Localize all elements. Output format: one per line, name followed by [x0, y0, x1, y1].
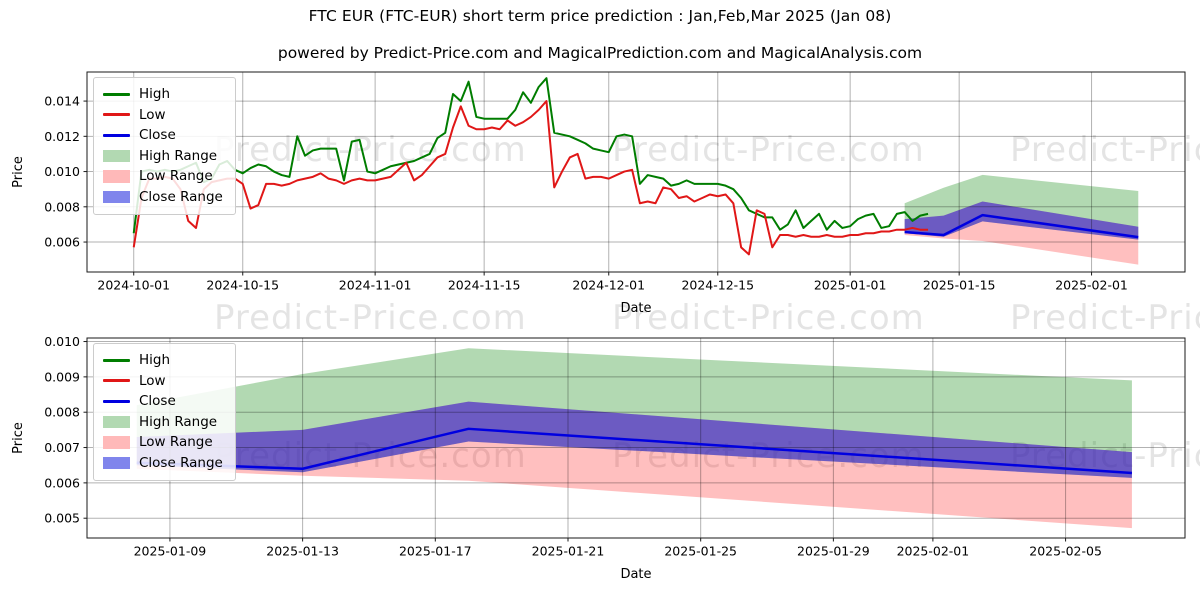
legend-line-swatch — [103, 358, 130, 362]
watermark-text: Predict-Price.com — [214, 298, 527, 338]
legend-patch-swatch — [103, 456, 130, 469]
legend-item-high: High — [103, 84, 223, 105]
legend-item-label: High — [139, 86, 171, 103]
x-axis-label: Date — [620, 567, 651, 582]
history-lines — [132, 77, 929, 256]
legend-item-label: Low — [139, 106, 166, 123]
legend-item-label: High Range — [139, 147, 218, 164]
legend-item-label: Close Range — [139, 188, 223, 205]
x-tick-label: 2025-01-17 — [399, 544, 472, 559]
watermark-text: Predict-Price.com — [612, 130, 925, 170]
x-tick-label: 2024-12-01 — [572, 278, 645, 293]
legend-item-label: Close — [139, 393, 176, 410]
y-axis-label: Price — [11, 156, 26, 188]
page-subtitle: powered by Predict-Price.com and Magical… — [277, 44, 923, 62]
page-title: FTC EUR (FTC-EUR) short term price predi… — [308, 7, 892, 25]
x-tick-label: 2025-01-25 — [664, 544, 737, 559]
legend-item-low: Low — [103, 105, 223, 126]
x-tick-label: 2024-10-01 — [97, 278, 170, 293]
x-tick-label: 2024-10-15 — [206, 278, 279, 293]
y-tick-label: 0.014 — [44, 94, 80, 109]
axis-ticks-and-labels: 2025-01-09 2025-01-13 2025-01-17 2025-01-21… — [44, 334, 1102, 558]
legend-item-high: High — [103, 350, 223, 371]
legend-line-swatch — [103, 113, 130, 117]
legend-item-high-range: High Range — [103, 146, 223, 167]
legend-item-label: Low Range — [139, 168, 213, 185]
watermark-text: Predict-Price.com — [214, 130, 527, 170]
legend-item-label: Close — [139, 127, 176, 144]
legend-line-swatch — [103, 379, 130, 383]
high-line — [132, 77, 929, 234]
legend-patch-swatch — [103, 190, 130, 203]
legend-item-label: Low Range — [139, 434, 213, 451]
x-tick-label: 2025-01-13 — [266, 544, 339, 559]
legend-item-close: Close — [103, 391, 223, 412]
prediction-detail-chart: 2025-01-09 2025-01-13 2025-01-17 2025-01-21… — [0, 325, 1200, 600]
x-tick-label: 2024-12-15 — [681, 278, 754, 293]
legend-item-label: High — [139, 352, 171, 369]
close-line — [904, 213, 1139, 239]
legend-detail-chart: High Low Close High Range Low Range Close Ran… — [93, 343, 236, 481]
low-line — [132, 100, 929, 256]
y-tick-label: 0.006 — [44, 235, 80, 250]
watermark-text: Predict-Price.com — [1010, 298, 1200, 338]
x-tick-label: 2025-01-15 — [923, 278, 996, 293]
y-tick-label: 0.009 — [44, 369, 80, 384]
legend-line-swatch — [103, 133, 130, 137]
y-tick-label: 0.010 — [44, 164, 80, 179]
legend-item-low-range: Low Range — [103, 432, 223, 453]
plot-border — [86, 337, 1186, 539]
x-tick-label: 2025-02-01 — [1055, 278, 1128, 293]
watermark-text: Predict-Price.com — [1010, 130, 1200, 170]
y-tick-label: 0.008 — [44, 199, 80, 214]
legend-item-close-range: Close Range — [103, 187, 223, 208]
gridlines — [87, 72, 1185, 272]
y-tick-label: 0.006 — [44, 475, 80, 490]
legend-item-high-range: High Range — [103, 412, 223, 433]
legend-item-low: Low — [103, 371, 223, 392]
y-tick-label: 0.005 — [44, 511, 80, 526]
legend-item-label: Low — [139, 372, 166, 389]
legend-item-low-range: Low Range — [103, 166, 223, 187]
y-tick-label: 0.010 — [44, 334, 80, 349]
legend-line-swatch — [103, 399, 130, 403]
legend-item-close-range: Close Range — [103, 453, 223, 474]
x-tick-label: 2025-01-01 — [814, 278, 887, 293]
x-tick-label: 2025-01-29 — [797, 544, 870, 559]
legend-item-label: High Range — [139, 413, 218, 430]
legend-item-close: Close — [103, 125, 223, 146]
x-tick-label: 2025-01-09 — [134, 544, 207, 559]
legend-patch-swatch — [103, 149, 130, 162]
price-history-chart: 2024-10-01 2024-10-15 2024-11-01 2024-11-15… — [0, 60, 1200, 322]
legend-patch-swatch — [103, 170, 130, 183]
watermark-text: Predict-Price.com — [612, 298, 925, 338]
legend-line-swatch — [103, 92, 130, 96]
y-tick-label: 0.008 — [44, 405, 80, 420]
x-axis-label: Date — [620, 301, 651, 316]
x-tick-label: 2024-11-01 — [339, 278, 412, 293]
legend-item-label: Close Range — [139, 454, 223, 471]
axis-ticks-and-labels: 2024-10-01 2024-10-15 2024-11-01 2024-11-15… — [44, 94, 1128, 293]
y-tick-label: 0.012 — [44, 129, 80, 144]
x-tick-label: 2025-02-05 — [1029, 544, 1102, 559]
y-tick-label: 0.007 — [44, 440, 80, 455]
x-tick-label: 2025-02-01 — [897, 544, 970, 559]
chart-svg-forecast-detail: 2025-01-09 2025-01-13 2025-01-17 2025-01-21… — [11, 334, 1186, 582]
x-tick-label: 2025-01-21 — [532, 544, 605, 559]
chart-svg-history-and-forecast: 2024-10-01 2024-10-15 2024-11-01 2024-11-15… — [11, 71, 1186, 316]
legend-patch-swatch — [103, 415, 130, 428]
y-axis-label: Price — [11, 422, 26, 454]
legend-patch-swatch — [103, 436, 130, 449]
x-tick-label: 2024-11-15 — [448, 278, 521, 293]
forecast-bands — [136, 348, 1132, 529]
legend-history-chart: High Low Close High Range Low Range Close Ran… — [93, 77, 236, 215]
gridlines — [87, 338, 1185, 538]
